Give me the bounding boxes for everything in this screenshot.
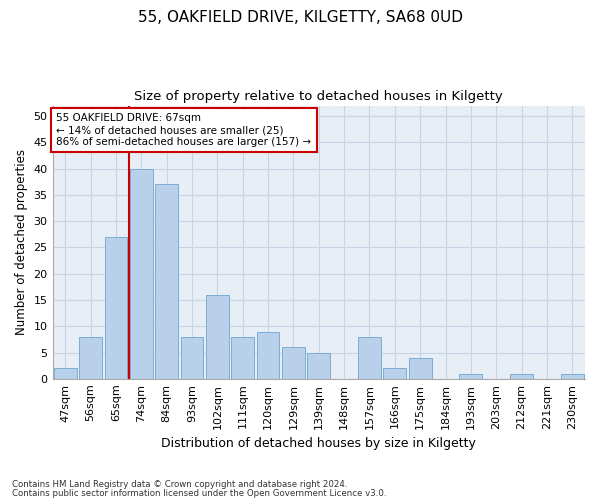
Bar — [231, 337, 254, 379]
Bar — [54, 368, 77, 379]
Text: 55 OAKFIELD DRIVE: 67sqm
← 14% of detached houses are smaller (25)
86% of semi-d: 55 OAKFIELD DRIVE: 67sqm ← 14% of detach… — [56, 114, 311, 146]
Bar — [307, 352, 330, 379]
Text: Contains public sector information licensed under the Open Government Licence v3: Contains public sector information licen… — [12, 488, 386, 498]
Bar — [181, 337, 203, 379]
Bar — [257, 332, 280, 379]
Bar — [282, 348, 305, 379]
Bar — [383, 368, 406, 379]
Bar — [206, 294, 229, 379]
Bar — [79, 337, 102, 379]
X-axis label: Distribution of detached houses by size in Kilgetty: Distribution of detached houses by size … — [161, 437, 476, 450]
Text: Contains HM Land Registry data © Crown copyright and database right 2024.: Contains HM Land Registry data © Crown c… — [12, 480, 347, 489]
Bar — [460, 374, 482, 379]
Bar — [155, 184, 178, 379]
Bar — [358, 337, 381, 379]
Bar — [561, 374, 584, 379]
Bar — [510, 374, 533, 379]
Bar — [130, 168, 152, 379]
Text: 55, OAKFIELD DRIVE, KILGETTY, SA68 0UD: 55, OAKFIELD DRIVE, KILGETTY, SA68 0UD — [137, 10, 463, 25]
Y-axis label: Number of detached properties: Number of detached properties — [15, 149, 28, 335]
Bar — [409, 358, 431, 379]
Bar — [104, 237, 127, 379]
Title: Size of property relative to detached houses in Kilgetty: Size of property relative to detached ho… — [134, 90, 503, 103]
